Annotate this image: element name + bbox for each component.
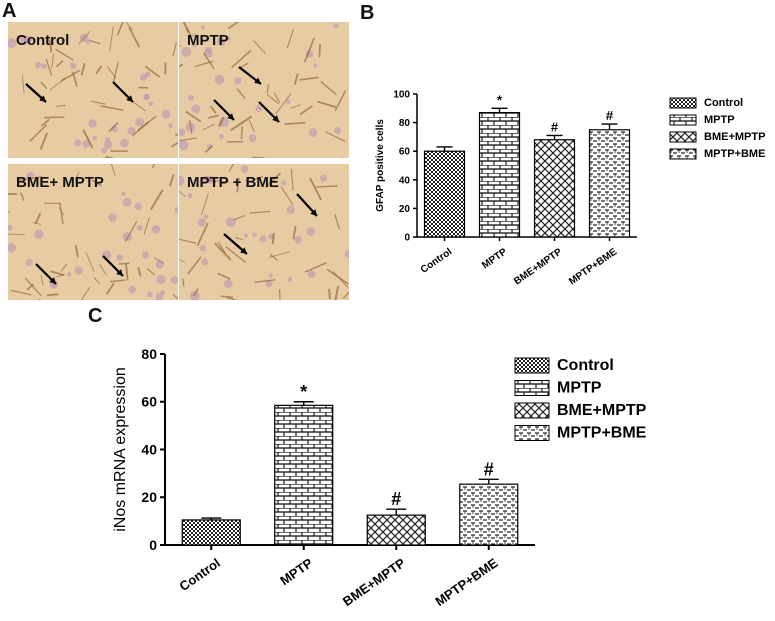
micrograph-image	[179, 22, 349, 158]
legend-label: Control	[557, 357, 614, 374]
y-tick-label: 20	[399, 204, 411, 215]
bar	[366, 514, 426, 546]
x-tick-label: Control	[419, 246, 455, 276]
x-tick-label: BME+MPTP	[512, 246, 564, 287]
legend-swatch	[514, 380, 550, 396]
x-tick-label: MPTP+BME	[567, 246, 619, 287]
x-tick-label: MPTP	[480, 246, 509, 271]
micrograph-image	[179, 164, 349, 300]
x-tick-label: Control	[177, 555, 223, 594]
micrograph-tile: BME+ MPTP	[8, 164, 178, 300]
y-tick-label: 100	[393, 90, 410, 101]
legend-swatch	[514, 402, 550, 419]
legend-label: BME+MPTP	[557, 402, 647, 419]
panel-letter-a: A	[2, 0, 17, 22]
y-tick-label: 40	[399, 175, 411, 186]
significance-mark: #	[551, 119, 559, 134]
panel-letter-b: B	[360, 2, 375, 24]
legend-label: BME+MPTP	[704, 131, 765, 143]
micrograph-tile: Control	[8, 22, 178, 158]
legend-label: MPTP	[557, 380, 602, 397]
legend-swatch	[669, 114, 697, 126]
micrograph-tile: MPTP + BME	[179, 164, 349, 300]
significance-mark: *	[497, 92, 503, 107]
micrograph-tile: MPTP	[179, 22, 349, 158]
micrograph-label: MPTP + BME	[187, 174, 279, 191]
y-tick-label: 0	[149, 537, 157, 553]
y-axis-label: GFAP positive cells	[375, 119, 386, 212]
panel-letter-c: C	[88, 305, 103, 327]
legend-label: MPTP+BME	[557, 425, 647, 442]
y-tick-label: 80	[399, 118, 411, 129]
legend-label: Control	[704, 97, 743, 109]
legend-swatch	[669, 131, 697, 143]
gfap-chart: GFAP positive cells 0 20 40 60 80 100 Control * M…	[375, 90, 765, 288]
bar	[274, 404, 334, 546]
y-tick-label: 60	[141, 394, 157, 410]
bar	[423, 150, 466, 238]
micrograph-image	[8, 164, 178, 300]
x-tick-label: MPTP+BME	[432, 555, 500, 609]
bar	[459, 483, 519, 546]
micrograph-grid: Control MPTP BME+ MPTP MPTP + BME	[8, 22, 355, 300]
x-tick-label: MPTP	[277, 555, 315, 588]
micrograph-image	[8, 22, 178, 158]
micrograph-label: Control	[16, 32, 70, 49]
bar	[478, 111, 521, 238]
micrograph-label: MPTP	[187, 32, 229, 49]
legend-label: MPTP	[704, 114, 735, 126]
significance-mark: #	[391, 489, 401, 509]
micrograph-label: BME+ MPTP	[16, 174, 104, 191]
x-tick-label: BME+MPTP	[340, 555, 408, 609]
y-axis-label: iNos mRNA expression	[112, 367, 129, 532]
significance-mark: *	[300, 382, 307, 402]
significance-mark: #	[484, 459, 494, 479]
y-tick-label: 0	[404, 233, 410, 244]
bar	[533, 139, 576, 238]
y-tick-label: 60	[399, 147, 411, 158]
bar	[181, 519, 241, 546]
legend-swatch	[669, 97, 697, 109]
y-tick-label: 40	[141, 441, 157, 457]
bar	[588, 129, 631, 238]
legend-label: MPTP+BME	[704, 148, 765, 160]
legend-swatch	[669, 148, 697, 160]
y-tick-label: 20	[141, 489, 157, 505]
legend-swatch	[514, 357, 550, 374]
y-tick-label: 80	[141, 346, 157, 362]
legend-swatch	[514, 425, 550, 441]
inos-chart: iNos mRNA expression 0 20 40 60 80 Control * MPT…	[112, 346, 647, 609]
significance-mark: #	[606, 108, 614, 123]
